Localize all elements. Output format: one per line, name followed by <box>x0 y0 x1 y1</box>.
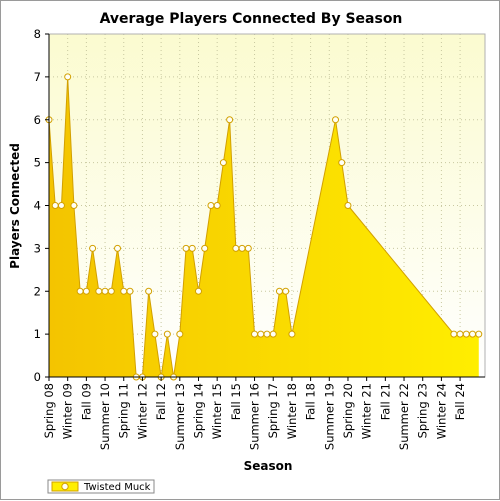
x-tick-label: Winter 24 <box>434 383 448 439</box>
data-point <box>257 330 265 338</box>
data-point <box>219 159 227 167</box>
data-point <box>469 330 477 338</box>
data-point <box>145 287 153 295</box>
data-point <box>114 244 122 252</box>
series-line <box>48 76 479 378</box>
y-tick-label: 2 <box>34 284 41 298</box>
data-point <box>182 244 190 252</box>
data-point <box>282 287 290 295</box>
data-point <box>89 244 97 252</box>
area-series <box>48 76 479 378</box>
data-point <box>344 202 352 209</box>
data-point <box>76 287 84 295</box>
x-tick-label: Summer 19 <box>322 383 336 450</box>
x-tick-label: Fall 09 <box>79 383 93 420</box>
x-tick-label: Winter 15 <box>210 383 224 439</box>
x-tick-label: Summer 13 <box>173 383 187 450</box>
data-point <box>475 330 483 338</box>
data-point <box>251 330 259 338</box>
area-fill <box>49 76 479 377</box>
data-point <box>95 287 103 295</box>
x-tick-label: Fall 18 <box>304 383 318 420</box>
x-tick-label: Fall 15 <box>229 383 243 420</box>
data-point <box>462 330 470 338</box>
y-tick-label: 0 <box>34 370 41 384</box>
data-point <box>288 330 296 338</box>
data-point <box>120 287 128 295</box>
point-markers <box>45 73 483 381</box>
x-tick-label: Summer 22 <box>397 383 411 450</box>
x-tick-label: Fall 21 <box>378 383 392 420</box>
legend-label: Twisted Muck <box>83 482 151 493</box>
data-point <box>201 244 209 252</box>
data-point <box>107 287 115 295</box>
data-point <box>51 202 59 209</box>
x-tick-label: Winter 18 <box>285 383 299 439</box>
data-point <box>101 287 109 295</box>
data-point <box>213 202 221 209</box>
data-point <box>232 244 240 252</box>
x-tick-label: Summer 16 <box>248 383 262 450</box>
x-tick-label: Winter 12 <box>135 383 149 439</box>
x-tick-label: Spring 14 <box>191 383 205 438</box>
data-point <box>244 244 252 252</box>
data-point <box>456 330 464 338</box>
data-point <box>64 73 72 81</box>
data-point <box>332 116 340 124</box>
data-point <box>226 116 234 124</box>
x-tick-labels: Spring 08 Winter 09 Fall 09 Summer 10 Spring… <box>42 383 467 450</box>
data-point <box>82 287 90 295</box>
x-tick-label: Spring 23 <box>416 383 430 438</box>
y-tick-label: 1 <box>34 327 41 341</box>
y-tick-label: 7 <box>34 70 41 84</box>
y-tick-label: 5 <box>34 156 41 170</box>
y-tick-label: 8 <box>34 27 41 41</box>
data-point <box>275 287 283 295</box>
x-tick-label: Spring 17 <box>266 383 280 438</box>
data-point <box>207 202 215 209</box>
y-tick-label: 4 <box>34 199 41 213</box>
data-point <box>126 287 134 295</box>
data-point <box>450 330 458 338</box>
data-point <box>338 159 346 167</box>
legend: Twisted Muck <box>47 479 155 494</box>
data-point <box>194 287 202 295</box>
chart-title: Average Players Connected By Season <box>100 11 403 27</box>
data-point <box>269 330 277 338</box>
data-point <box>188 244 196 252</box>
data-point <box>151 330 159 338</box>
x-tick-label: Spring 08 <box>42 383 56 438</box>
data-point <box>70 202 78 209</box>
x-tick-label: Spring 11 <box>117 383 131 438</box>
y-axis-label: Players Connected <box>8 143 22 269</box>
x-tick-label: Summer 10 <box>98 383 112 450</box>
data-point <box>163 330 171 338</box>
x-tick-label: Spring 20 <box>341 383 355 438</box>
axes <box>45 33 486 381</box>
x-tick-label: Fall 12 <box>154 383 168 420</box>
legend-marker <box>61 482 69 491</box>
x-tick-label: Winter 21 <box>360 383 374 439</box>
data-point <box>176 330 184 338</box>
x-tick-label: Fall 24 <box>453 383 467 420</box>
x-axis-label: Season <box>244 459 293 473</box>
y-tick-label: 3 <box>34 241 41 255</box>
data-point <box>263 330 271 338</box>
data-point <box>57 202 65 209</box>
data-point <box>238 244 246 252</box>
y-tick-labels: 0 1 2 3 4 5 6 7 8 <box>34 27 41 384</box>
x-tick-label: Winter 09 <box>61 383 75 439</box>
y-tick-label: 6 <box>34 113 41 127</box>
